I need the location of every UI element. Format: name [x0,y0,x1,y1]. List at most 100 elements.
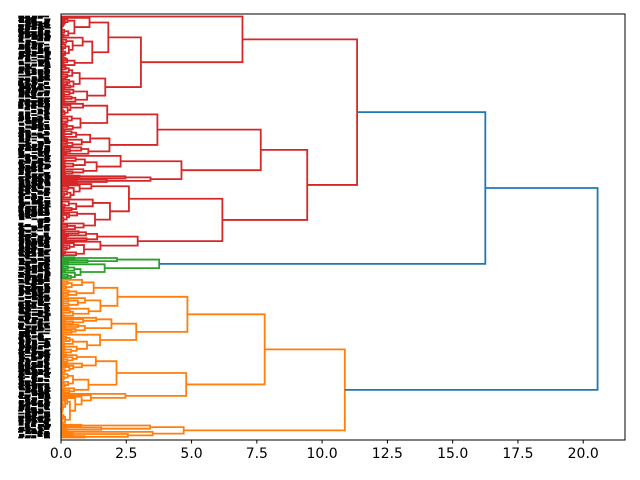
leaf-label-text [44,404,50,406]
leaf-label-text [25,293,32,295]
leaf-label-text [18,322,25,325]
leaf-label-text [31,290,37,292]
leaf-label-text [37,390,44,392]
leaf-label-text [18,62,24,64]
leaf-label-text [37,52,44,54]
leaf-label-text [31,252,37,254]
leaf-label-text [31,280,38,283]
leaf-label-text [31,109,37,112]
leaf-label-text [31,143,38,146]
leaf-label-text [44,62,50,64]
leaf-label-text [44,35,51,38]
leaf-label-text [24,394,31,397]
leaf-label-text [31,394,38,397]
leaf-label-text [37,26,44,29]
leaf-label-text [25,180,31,183]
leaf-label-text [30,225,37,228]
leaf-label-text [44,326,50,329]
leaf-label-text [44,209,50,212]
leaf-label-text [43,412,50,415]
leaf-label-text [31,432,38,435]
leaf-label-text [19,50,26,53]
leaf-label-text [19,335,25,337]
leaf-label-text [44,284,50,287]
leaf-label-text [31,173,38,176]
leaf-label-text [18,267,25,270]
leaf-label-text [18,384,26,387]
leaf-label-text [37,101,44,104]
leaf-label-text [25,255,31,257]
leaf-label-text [25,191,31,194]
leaf-label-text [18,243,24,246]
dendrogram-link [61,423,83,428]
leaf-label-text [38,342,44,345]
leaf-label-text [38,429,45,432]
leaf-label-text [25,49,31,52]
leaf-label-text [18,56,24,59]
leaf-label-text [38,263,45,266]
leaf-label-text [25,176,32,178]
leaf-label-text [43,232,49,235]
leaf-label-text [30,73,37,76]
leaf-label-text [37,100,44,102]
leaf-label-text [31,429,37,432]
leaf-label-text [25,414,31,416]
leaf-label-text [18,160,25,163]
leaf-label-text [44,112,51,115]
leaf-label-text [43,354,50,357]
leaf-label-text [24,422,30,425]
leaf-label-text [44,94,49,97]
leaf-label-text [37,380,43,383]
leaf-label-text [31,370,38,373]
leaf-label-text [31,133,38,136]
leaf-label-text [18,132,24,135]
leaf-label-text [18,207,24,209]
leaf-label-text [38,173,44,176]
leaf-label-text [25,428,32,430]
leaf-label-text [38,281,44,284]
leaf-label-text [31,60,37,63]
leaf-label-text [19,280,24,283]
leaf-label-text [43,280,50,283]
leaf-label-text [43,109,49,112]
leaf-label-text [25,322,32,325]
leaf-label-text [37,191,44,194]
leaf-label-text [44,117,50,119]
leaf-label-text [18,60,24,63]
leaf-label-text [31,211,38,214]
leaf-label-text [37,366,43,368]
leaf-label-text [24,404,31,406]
leaf-label-text [30,354,36,357]
leaf-label-text [31,118,38,121]
leaf-label-text [24,202,31,205]
leaf-label-text [37,225,44,228]
leaf-label-text [25,425,30,428]
leaf-label-text [37,266,43,268]
leaf-label-text [32,157,38,160]
leaf-label-text [19,273,26,276]
leaf-label-text [37,17,43,19]
leaf-label-text [37,201,44,204]
leaf-label-text [44,383,50,385]
leaf-label-text [31,111,37,114]
leaf-label-text [43,266,50,268]
leaf-label-text [37,333,43,336]
leaf-label-text [31,407,37,409]
leaf-label-text [37,126,44,129]
leaf-label-text [24,121,32,123]
leaf-label-text [19,225,26,228]
leaf-label-text [38,428,44,430]
cluster-green-links [61,256,161,280]
leaf-label-text [44,276,50,278]
leaf-label-text [18,129,25,132]
leaf-label-text [18,252,24,254]
leaf-label-text [38,145,44,147]
leaf-label-text [18,48,25,50]
leaf-label-text [43,250,50,253]
leaf-label-text [37,294,43,297]
leaf-label-text [31,345,37,347]
leaf-label-text [44,236,51,239]
leaf-label-text [25,288,32,291]
leaf-label-text [19,260,26,263]
leaf-label-text [44,425,51,428]
